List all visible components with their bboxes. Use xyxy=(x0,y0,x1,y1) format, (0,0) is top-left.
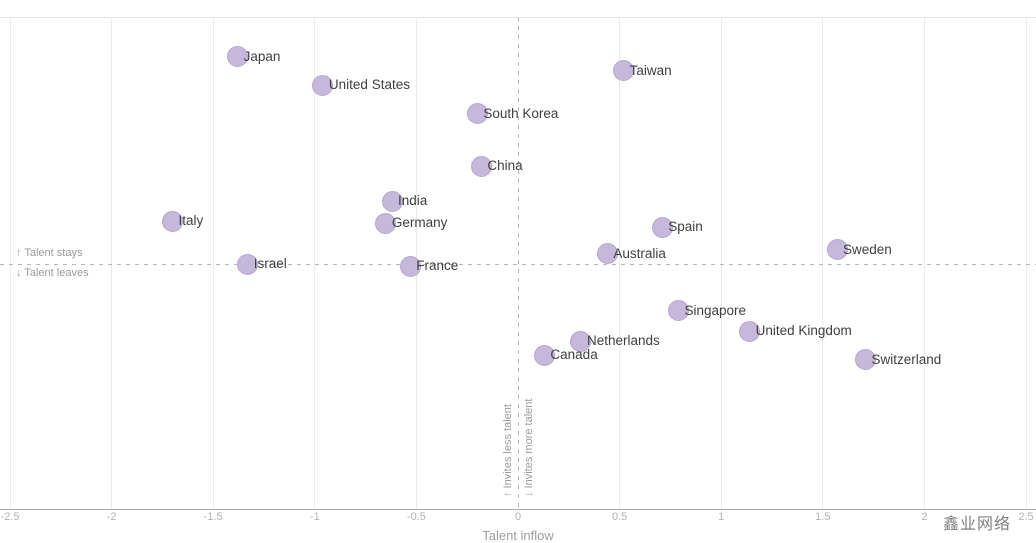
data-point-india[interactable] xyxy=(381,190,403,212)
annotation-talent-stays: ↑ Talent stays xyxy=(16,247,83,259)
gridline-x-1.5 xyxy=(822,17,824,509)
point-label-south-korea: South Korea xyxy=(483,105,559,121)
point-label-united-states: United States xyxy=(328,77,410,93)
gridline-x--2.5 xyxy=(9,17,11,509)
gridline-x-1 xyxy=(720,17,722,509)
point-label-spain: Spain xyxy=(668,219,703,235)
point-label-sweden: Sweden xyxy=(843,241,892,257)
point-label-france: France xyxy=(416,258,459,274)
data-point-switzerland[interactable] xyxy=(854,349,876,370)
data-point-canada[interactable] xyxy=(533,344,555,366)
x-tick-label--0.5: -0.5 xyxy=(406,511,426,523)
data-point-china[interactable] xyxy=(470,155,492,177)
data-point-australia[interactable] xyxy=(596,243,618,265)
annotation-talent-leaves: ↓ Talent leaves xyxy=(16,267,89,279)
data-point-spain[interactable] xyxy=(651,216,673,238)
annotation-invites-more-talent: ↓ Invites more talent xyxy=(523,398,535,497)
data-point-south-korea[interactable] xyxy=(466,103,488,125)
gridline-x--1 xyxy=(314,17,316,509)
point-label-singapore: Singapore xyxy=(684,302,747,318)
gridline-x-0.5 xyxy=(619,17,621,509)
watermark: 鑫业网络 xyxy=(943,516,1012,533)
point-label-australia: Australia xyxy=(613,246,666,262)
x-tick-label-0: 0 xyxy=(514,511,522,523)
x-zero-reference-line xyxy=(518,17,519,509)
gridline-x-2.5 xyxy=(1025,17,1027,509)
point-label-japan: Japan xyxy=(243,48,281,64)
data-point-germany[interactable] xyxy=(375,212,397,234)
x-tick-label-0.5: 0.5 xyxy=(611,511,628,523)
gridline-x--2 xyxy=(111,17,113,509)
data-point-sweden[interactable] xyxy=(826,239,848,261)
gridline-x-2 xyxy=(923,17,925,509)
data-point-france[interactable] xyxy=(399,255,421,277)
point-label-china: China xyxy=(487,158,523,174)
data-point-singapore[interactable] xyxy=(668,300,690,322)
data-point-japan[interactable] xyxy=(227,46,249,68)
data-point-united-states[interactable] xyxy=(312,74,334,96)
data-point-united-kingdom[interactable] xyxy=(739,320,761,342)
x-tick-label--1: -1 xyxy=(309,511,320,523)
x-tick-label--1.5: -1.5 xyxy=(203,511,223,523)
point-label-india: India xyxy=(398,193,428,209)
point-label-italy: Italy xyxy=(178,213,204,229)
point-label-netherlands: Netherlands xyxy=(586,333,660,349)
x-tick-label--2.5: -2.5 xyxy=(0,511,20,523)
x-tick-label-1: 1 xyxy=(718,511,725,523)
x-tick-label-1.5: 1.5 xyxy=(815,511,831,523)
data-point-netherlands[interactable] xyxy=(570,330,592,352)
gridline-x--1.5 xyxy=(212,17,214,509)
x-axis-title: Talent inflow xyxy=(482,528,554,543)
point-label-switzerland: Switzerland xyxy=(871,351,942,367)
data-point-italy[interactable] xyxy=(162,210,184,232)
point-label-canada: Canada xyxy=(550,347,598,363)
annotation-invites-less-talent: ↑ Invites less talent xyxy=(502,404,514,497)
x-tick-label-2.5: 2.5 xyxy=(1018,511,1034,523)
point-label-israel: Israel xyxy=(253,256,287,272)
x-axis-line xyxy=(0,509,1036,510)
x-tick-label-2: 2 xyxy=(921,511,928,523)
x-tick-label--2: -2 xyxy=(106,511,117,523)
point-label-germany: Germany xyxy=(391,215,448,231)
data-point-israel[interactable] xyxy=(237,253,259,275)
point-label-taiwan: Taiwan xyxy=(629,63,672,79)
data-point-taiwan[interactable] xyxy=(613,60,635,82)
point-label-united-kingdom: United Kingdom xyxy=(755,323,852,339)
